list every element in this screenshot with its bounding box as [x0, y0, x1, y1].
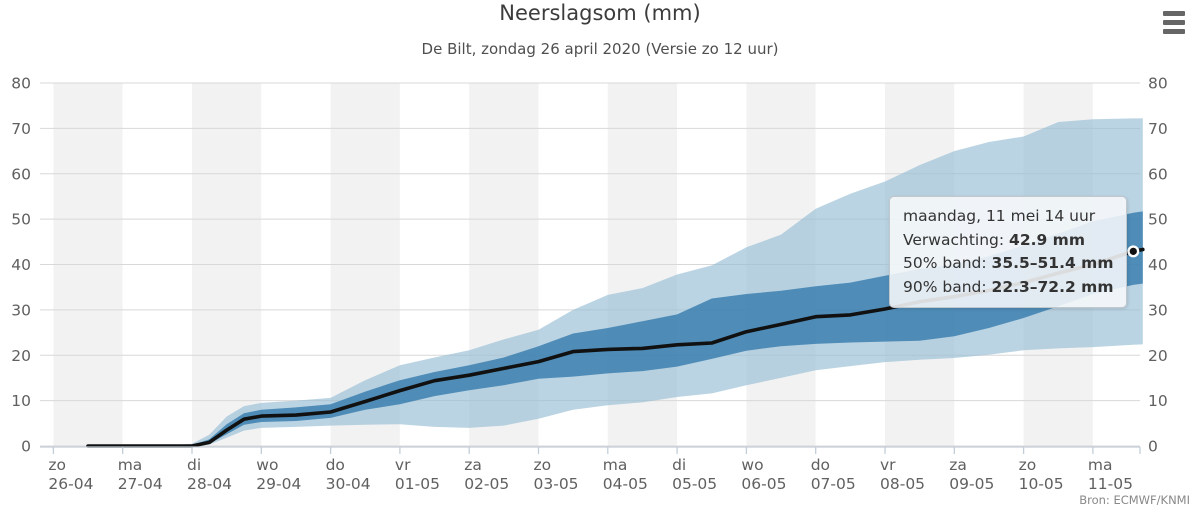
x-axis-label-weekday: ma	[118, 456, 143, 474]
x-axis-label-weekday: di	[187, 456, 201, 474]
x-axis-label-date: 29-04	[256, 475, 301, 493]
x-axis-label-weekday: ma	[1088, 456, 1113, 474]
x-axis-label-weekday: do	[326, 456, 345, 474]
chart-title: Neerslagsom (mm)	[499, 1, 701, 25]
y-axis-label-left: 50	[11, 211, 31, 229]
y-axis-label-right: 20	[1148, 347, 1168, 365]
x-axis-label-weekday: wo	[256, 456, 278, 474]
x-axis-label-weekday: vr	[395, 456, 411, 474]
y-axis-label-right: 80	[1148, 75, 1168, 93]
y-axis-label-left: 70	[11, 120, 31, 138]
x-axis-label-date: 03-05	[534, 475, 579, 493]
y-axis-label-right: 70	[1148, 120, 1168, 138]
x-axis-label-date: 06-05	[741, 475, 786, 493]
x-axis-label-date: 28-04	[187, 475, 232, 493]
y-axis-label-right: 10	[1148, 392, 1168, 410]
x-axis-label-weekday: zo	[1019, 456, 1037, 474]
x-axis-label-date: 05-05	[672, 475, 717, 493]
x-axis-label-weekday: zo	[534, 456, 552, 474]
hamburger-bar	[1163, 11, 1185, 16]
x-axis-label-date: 11-05	[1088, 475, 1133, 493]
hamburger-menu-icon[interactable]	[1161, 9, 1187, 36]
x-axis-label-weekday: zo	[48, 456, 66, 474]
x-axis-label-weekday: vr	[880, 456, 896, 474]
y-axis-label-left: 0	[21, 438, 31, 456]
hovered-point-marker[interactable]	[1127, 245, 1140, 258]
hamburger-bar	[1163, 29, 1185, 34]
x-axis-label-date: 10-05	[1019, 475, 1064, 493]
x-axis-label-weekday: di	[672, 456, 686, 474]
x-axis-label-date: 07-05	[811, 475, 856, 493]
x-axis-label-date: 04-05	[603, 475, 648, 493]
y-axis-label-left: 60	[11, 165, 31, 183]
x-axis-label-date: 27-04	[118, 475, 163, 493]
y-axis-label-right: 0	[1148, 438, 1158, 456]
source-credit: Bron: ECMWF/KNMI	[1079, 493, 1190, 507]
y-axis-label-right: 50	[1148, 211, 1168, 229]
y-axis-label-left: 80	[11, 75, 31, 93]
hamburger-bar	[1163, 20, 1185, 25]
x-axis-label-date: 30-04	[326, 475, 371, 493]
x-axis-label-date: 26-04	[48, 475, 93, 493]
y-axis-label-left: 10	[11, 392, 31, 410]
x-axis-label-weekday: za	[949, 456, 967, 474]
y-axis-label-right: 60	[1148, 165, 1168, 183]
x-axis-label-date: 01-05	[395, 475, 440, 493]
x-axis-label-weekday: wo	[741, 456, 763, 474]
y-axis-label-right: 40	[1148, 256, 1168, 274]
y-axis-label-left: 30	[11, 301, 31, 319]
y-axis-label-left: 40	[11, 256, 31, 274]
x-axis-label-date: 08-05	[880, 475, 925, 493]
y-axis-label-left: 20	[11, 347, 31, 365]
y-axis-label-right: 30	[1148, 301, 1168, 319]
x-axis-label-date: 02-05	[464, 475, 509, 493]
x-axis-label-weekday: za	[464, 456, 482, 474]
chart-subtitle: De Bilt, zondag 26 april 2020 (Versie zo…	[421, 40, 779, 58]
x-axis-label-date: 09-05	[949, 475, 994, 493]
band-90-area	[88, 118, 1143, 447]
band-50-area	[88, 211, 1143, 446]
x-axis-label-weekday: do	[811, 456, 830, 474]
x-axis-label-weekday: ma	[603, 456, 628, 474]
